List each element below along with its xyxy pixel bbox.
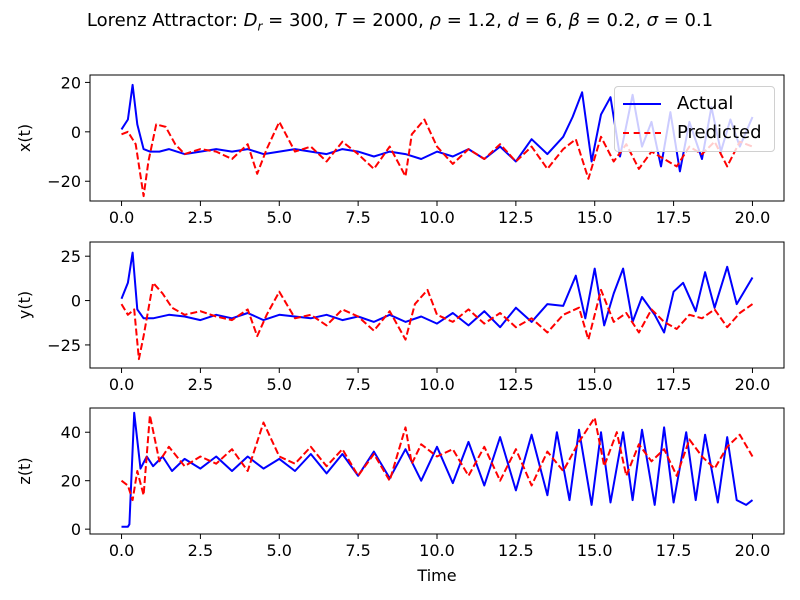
legend: Actual Predicted [614,86,775,152]
y-tick-label: 40 [61,423,81,442]
x-tick-label: 17.5 [656,208,692,227]
x-tick-label: 12.5 [498,208,534,227]
subplot-3: 0.0 2.5 5.0 7.5 10.0 12.5 15.0 17.5 20.0 40 20 0 z(t… [15,407,785,585]
x-tick-label: 12.5 [498,541,534,560]
x-tick-label: 0.0 [109,541,134,560]
x-tick-label: 17.5 [656,375,692,394]
y-tick-label: 0 [71,123,81,142]
legend-item-actual: Actual [615,91,774,117]
x-tick-label: 15.0 [577,375,613,394]
legend-item-predicted: Predicted [615,120,774,146]
y-tick-label: 0 [71,292,81,311]
x-tick-label: 20.0 [735,375,771,394]
x-tick-label: 0.0 [109,208,134,227]
series-line-predicted-1 [121,118,753,198]
legend-label-predicted: Predicted [677,122,762,143]
subplot-1: 0.0 2.5 5.0 7.5 10.0 12.5 15.0 17.5 20.0 20 0 −20 x(… [15,73,785,227]
x-tick-label: 10.0 [419,541,455,560]
plot-frame [89,241,785,369]
x-tick-label: 2.5 [188,375,213,394]
x-tick-label: 20.0 [735,541,771,560]
y-tick-label: 20 [61,73,81,92]
series-line-predicted-3 [120,414,754,502]
y-tick-label: 25 [61,247,81,266]
legend-swatch-actual [623,103,661,105]
x-tick-label: 7.5 [345,541,370,560]
y-axis-label: z(t) [15,457,34,484]
x-tick-label: 5.0 [267,208,292,227]
x-tick-label: 15.0 [577,541,613,560]
y-tick-label: −20 [47,172,81,191]
x-tick-label: 10.0 [419,375,455,394]
x-tick-label: 12.5 [498,375,534,394]
x-tick-label: 0.0 [109,375,134,394]
y-tick-label: 0 [71,520,81,539]
legend-label-actual: Actual [677,93,734,114]
subplot-2: 0.0 2.5 5.0 7.5 10.0 12.5 15.0 17.5 20.0 25 0 −25 y(… [15,241,785,394]
legend-swatch-predicted [623,132,661,134]
x-tick-label: 2.5 [188,208,213,227]
y-axis-label: y(t) [15,291,34,319]
x-axis-label: Time [416,566,456,585]
series-line-predicted-2 [120,281,754,361]
y-axis-label: x(t) [15,124,34,152]
chart-title: Lorenz Attractor: Dr = 300, T = 2000, ρ … [86,10,714,34]
y-tick-label: 20 [61,472,81,491]
series-line-actual-3 [121,411,754,528]
x-tick-label: 10.0 [419,208,455,227]
series-line-actual-2 [120,251,754,334]
x-tick-label: 15.0 [577,208,613,227]
x-tick-label: 7.5 [345,375,370,394]
x-tick-label: 17.5 [656,541,692,560]
y-tick-label: −25 [47,336,81,355]
x-tick-label: 5.0 [267,375,292,394]
x-tick-label: 2.5 [188,541,213,560]
x-tick-label: 5.0 [267,541,292,560]
x-tick-label: 7.5 [345,208,370,227]
x-tick-label: 20.0 [735,208,771,227]
